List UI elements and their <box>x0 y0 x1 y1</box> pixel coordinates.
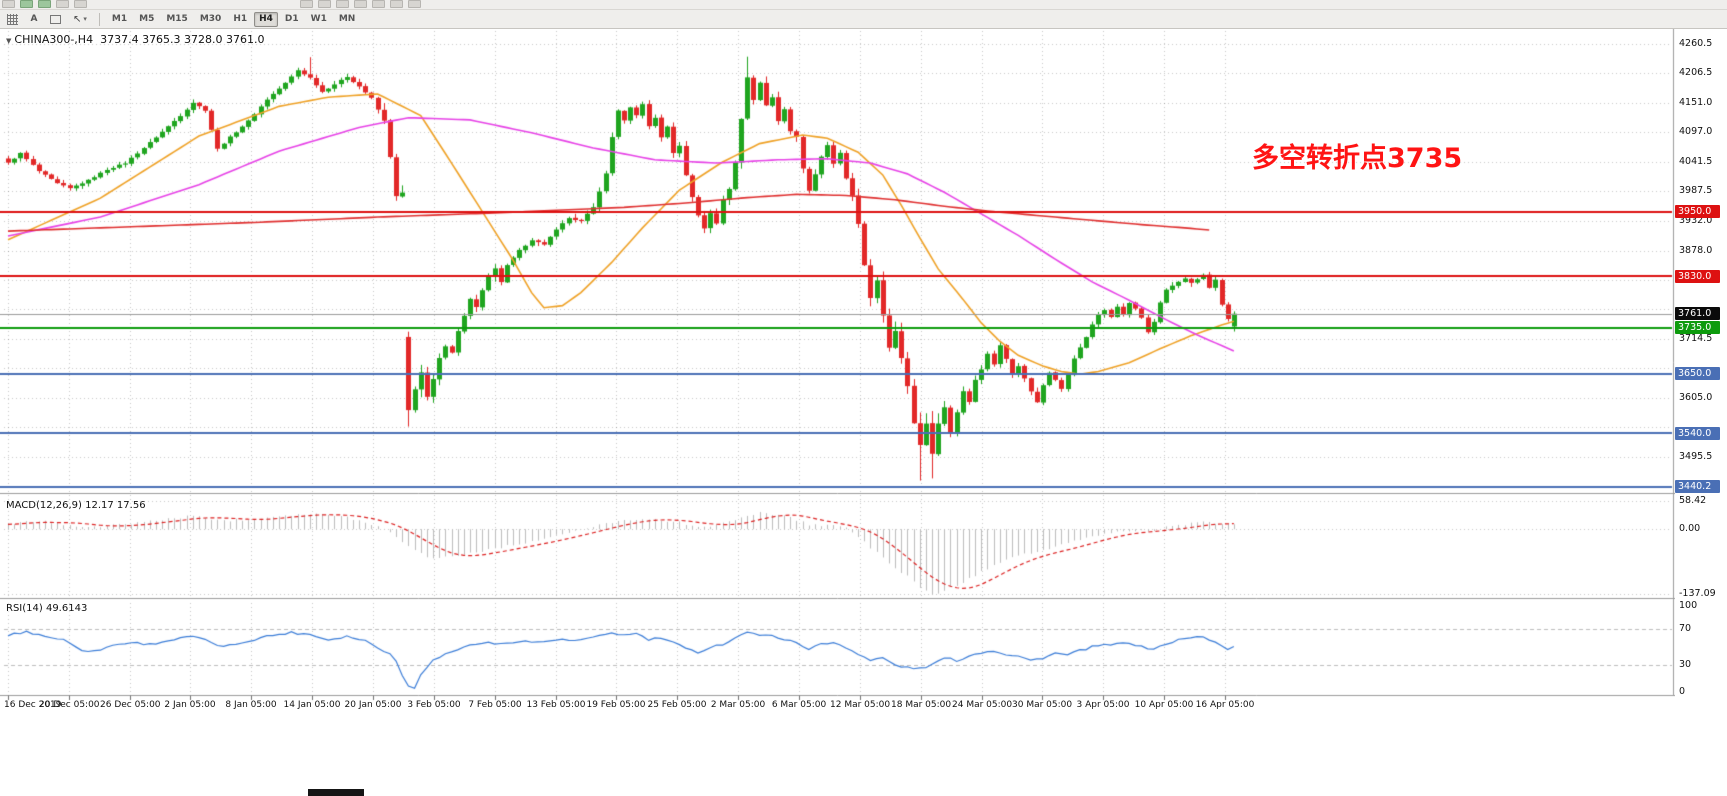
chart-window: ▼ CHINA300-,H4 3737.4 3765.3 3728.0 3761.0… <box>0 29 1727 796</box>
toolbar-icon[interactable] <box>56 0 69 8</box>
price-axis-label: 4206.5 <box>1679 67 1713 79</box>
time-axis-label: 30 Mar 05:00 <box>1012 700 1073 710</box>
time-axis-label: 2 Jan 05:00 <box>164 700 216 710</box>
time-axis-label: 3 Feb 05:00 <box>407 700 461 710</box>
price-axis-label: 4151.0 <box>1679 97 1713 109</box>
price-axis-label: 3605.0 <box>1679 391 1713 403</box>
price-badge: 3950.0 <box>1675 205 1720 219</box>
timeframe-button-mn[interactable]: MN <box>338 14 356 24</box>
rsi-pane[interactable] <box>0 600 1675 694</box>
time-axis-label: 6 Mar 05:00 <box>771 700 827 710</box>
macd-axis-label: 0.00 <box>1679 523 1701 535</box>
macd-axis-label: -137.09 <box>1679 588 1716 600</box>
time-axis-label: 7 Feb 05:00 <box>468 700 522 710</box>
timeframe-button-m1[interactable]: M1 <box>111 14 128 24</box>
price-axis-label: 3932.0 <box>1679 215 1713 227</box>
toolbar-icon[interactable] <box>390 0 403 8</box>
chevron-down-icon: ▾ <box>83 15 87 23</box>
price-badge: 3440.2 <box>1675 480 1720 494</box>
time-axis-label: 16 Dec 2019 <box>4 700 62 710</box>
price-axis-label: 3495.5 <box>1679 451 1713 463</box>
macd-axis-label: 58.42 <box>1679 495 1707 507</box>
chart-title: ▼ CHINA300-,H4 3737.4 3765.3 3728.0 3761.0 <box>6 33 265 46</box>
price-badge: 3735.0 <box>1675 321 1720 335</box>
grid-glyph-icon <box>7 13 18 25</box>
chart-toolbar: A ↖ ▾ M1 M5 M15 M30 H1 H4 D1 W1 MN <box>0 10 1727 29</box>
time-axis-label: 18 Mar 05:00 <box>891 700 952 710</box>
chart-symbol-period: CHINA300-,H4 <box>14 33 94 46</box>
text-box-tool-icon[interactable] <box>45 12 66 27</box>
toolbar-icon[interactable] <box>300 0 313 8</box>
toolbar-icon[interactable] <box>336 0 349 8</box>
toolbar-separator <box>98 12 100 26</box>
price-axis[interactable]: 4260.5 4206.5 4151.0 4097.0 4041.5 3987.5 3932… <box>1675 29 1727 697</box>
toolbar-icon[interactable] <box>2 0 15 8</box>
time-axis-label: 20 Jan 05:00 <box>344 700 402 710</box>
time-axis-label: 10 Apr 05:00 <box>1134 700 1194 710</box>
timeframe-button-d1[interactable]: D1 <box>284 14 299 24</box>
grid-icon[interactable] <box>2 12 23 27</box>
price-badge: 3650.0 <box>1675 367 1720 381</box>
price-axis-label: 4041.5 <box>1679 156 1713 168</box>
timeframe-button-w1[interactable]: W1 <box>310 14 327 24</box>
price-axis-label: 3878.0 <box>1679 244 1713 256</box>
price-axis-label: 3714.5 <box>1679 332 1713 344</box>
time-axis-label: 25 Feb 05:00 <box>647 700 707 710</box>
time-axis-label: 20 Dec 05:00 <box>39 700 100 710</box>
toolbar-icon[interactable] <box>20 0 33 8</box>
time-axis-label: 19 Feb 05:00 <box>586 700 646 710</box>
toolbar-icon[interactable] <box>408 0 421 8</box>
time-axis-label: 2 Mar 05:00 <box>710 700 766 710</box>
rsi-axis-label: 30 <box>1679 659 1692 670</box>
price-axis-label: 4097.0 <box>1679 126 1713 138</box>
toolbar-icon[interactable] <box>38 0 51 8</box>
text-annotation[interactable]: 多空转折点3735 <box>1252 143 1463 174</box>
dropdown-triangle-icon[interactable]: ▼ <box>6 37 12 45</box>
box-glyph-icon <box>50 14 61 24</box>
timeframe-button-m15[interactable]: M15 <box>166 14 188 24</box>
time-axis[interactable]: 16 Dec 2019 20 Dec 05:00 26 Dec 05:00 2 Jan… <box>0 698 1675 714</box>
toolbar-icon[interactable] <box>318 0 331 8</box>
price-badge: 3540.0 <box>1675 426 1720 440</box>
toolbar-icon[interactable] <box>74 0 87 8</box>
rsi-axis-label: 70 <box>1679 623 1692 634</box>
rsi-axis-label: 0 <box>1679 686 1686 697</box>
timeframe-button-m30[interactable]: M30 <box>199 14 222 24</box>
price-axis-label: 4260.5 <box>1679 38 1713 49</box>
time-axis-label: 13 Feb 05:00 <box>526 700 586 710</box>
rsi-axis-label: 100 <box>1679 600 1698 611</box>
taskbar-hint <box>308 789 364 796</box>
font-tool-button[interactable]: A <box>30 14 38 24</box>
top-toolbar-strip <box>0 0 1727 10</box>
macd-indicator-label: MACD(12,26,9) 12.17 17.56 <box>6 500 146 511</box>
timeframe-group: M1 M5 M15 M30 H1 H4 D1 W1 MN <box>107 11 360 27</box>
price-badge: 3761.0 <box>1675 307 1720 321</box>
time-axis-label: 8 Jan 05:00 <box>225 700 277 710</box>
toolbar-icon[interactable] <box>354 0 367 8</box>
timeframe-button-h1[interactable]: H1 <box>233 14 248 24</box>
main-chart-pane[interactable] <box>0 31 1675 495</box>
toolbar-icon[interactable] <box>372 0 385 8</box>
price-axis-label: 3987.5 <box>1679 185 1713 197</box>
price-badge: 3830.0 <box>1675 269 1720 283</box>
time-axis-label: 3 Apr 05:00 <box>1076 700 1130 710</box>
cursor-tool-dropdown[interactable]: ↖ ▾ <box>68 12 92 27</box>
time-axis-label: 14 Jan 05:00 <box>283 700 341 710</box>
time-axis-label: 12 Mar 05:00 <box>830 700 891 710</box>
chart-ohlc-values: 3737.4 3765.3 3728.0 3761.0 <box>100 33 265 46</box>
time-axis-label: 24 Mar 05:00 <box>952 700 1013 710</box>
chart-canvas[interactable] <box>0 29 1675 729</box>
timeframe-button-m5[interactable]: M5 <box>139 14 155 24</box>
rsi-indicator-label: RSI(14) 49.6143 <box>6 603 88 614</box>
macd-pane[interactable] <box>0 496 1675 598</box>
time-axis-label: 16 Apr 05:00 <box>1195 700 1255 710</box>
timeframe-button-h4[interactable]: H4 <box>254 11 278 27</box>
cursor-icon: ↖ <box>73 13 82 25</box>
time-axis-label: 26 Dec 05:00 <box>100 700 161 710</box>
